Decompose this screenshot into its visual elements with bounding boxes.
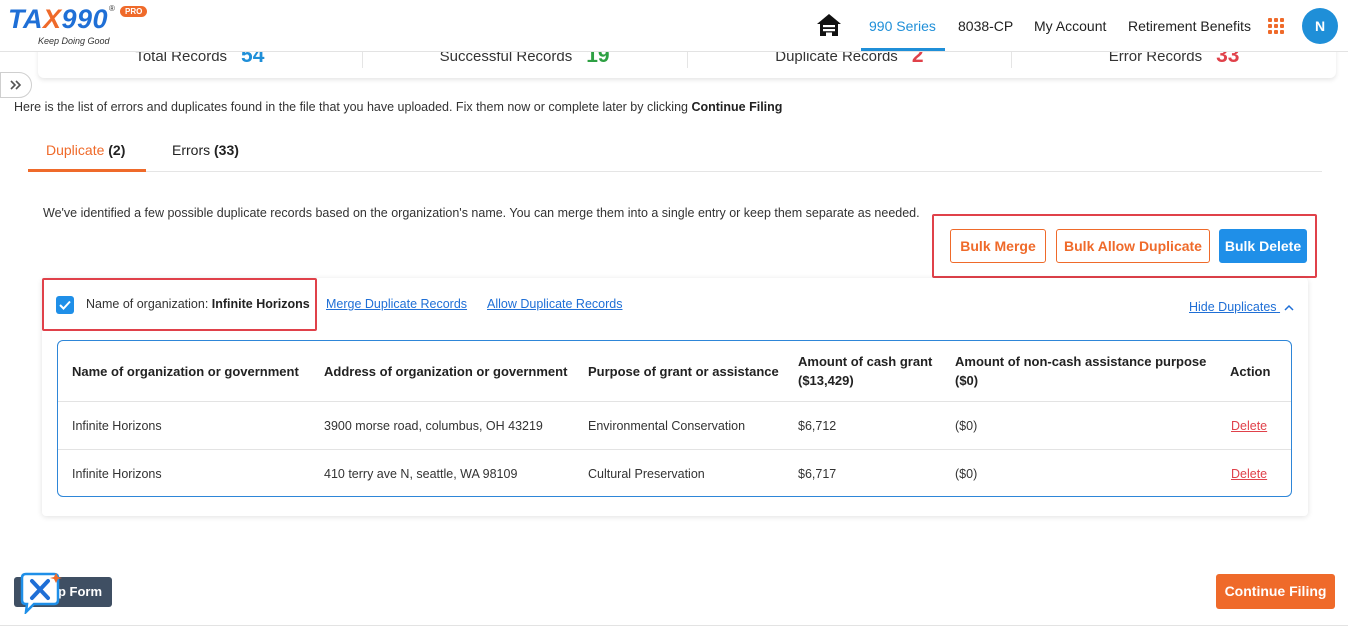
tab-duplicate[interactable]: Duplicate (2) <box>28 130 146 172</box>
table-row: Infinite Horizons 410 terry ave N, seatt… <box>58 450 1291 496</box>
allow-duplicate-records-link[interactable]: Allow Duplicate Records <box>487 297 623 311</box>
user-avatar[interactable]: N <box>1302 8 1338 44</box>
col-header-noncash: Amount of non-cash assistance purpose ($0… <box>955 354 1207 388</box>
col-header-purpose: Purpose of grant or assistance <box>588 363 779 379</box>
col-header-name: Name of organization or government <box>72 363 299 379</box>
logo-tagline: Keep Doing Good <box>38 36 110 46</box>
bulk-actions-highlight <box>932 214 1317 278</box>
nav-active-indicator <box>861 48 945 51</box>
col-header-cash-grant: Amount of cash grant ($13,429) <box>798 354 933 388</box>
intro-text: Here is the list of errors and duplicate… <box>14 100 783 114</box>
chat-assistant-icon[interactable] <box>18 572 64 614</box>
nav-my-account[interactable]: My Account <box>1034 18 1107 34</box>
duplicate-records-table: Name of organization or government Addre… <box>57 340 1292 497</box>
delete-row-link[interactable]: Delete <box>1231 418 1268 433</box>
footer-divider <box>0 625 1348 626</box>
pro-badge: PRO <box>120 6 148 17</box>
table-row: Infinite Horizons 3900 morse road, colum… <box>58 402 1291 450</box>
cell-cash: $6,712 <box>798 418 837 433</box>
nav-990-series[interactable]: 990 Series <box>869 18 936 34</box>
bulk-merge-button[interactable]: Bulk Merge <box>950 229 1046 263</box>
cell-cash: $6,717 <box>798 466 837 481</box>
home-icon[interactable] <box>816 12 842 38</box>
cell-purpose: Cultural Preservation <box>588 466 705 481</box>
continue-filing-button[interactable]: Continue Filing <box>1216 574 1335 609</box>
org-selection-highlight <box>42 278 317 331</box>
top-header: TAX990 ® PRO Keep Doing Good 990 Series … <box>0 0 1348 52</box>
checkmark-icon <box>59 300 71 310</box>
apps-grid-icon[interactable] <box>1268 18 1284 34</box>
sidebar-expand-button[interactable] <box>0 72 32 98</box>
group-org-name: Name of organization: Infinite Horizons <box>86 297 310 311</box>
chevron-up-icon <box>1284 304 1294 311</box>
col-header-address: Address of organization or government <box>324 363 568 379</box>
nav-retirement-benefits[interactable]: Retirement Benefits <box>1128 18 1251 34</box>
cell-purpose: Environmental Conservation <box>588 418 746 433</box>
bulk-delete-button[interactable]: Bulk Delete <box>1219 229 1307 263</box>
table-header-row: Name of organization or government Addre… <box>58 341 1291 402</box>
hide-duplicates-link[interactable]: Hide Duplicates <box>1189 300 1294 314</box>
col-header-action: Action <box>1230 363 1271 379</box>
cell-name: Infinite Horizons <box>72 466 162 481</box>
group-select-checkbox[interactable] <box>56 296 74 314</box>
tax990-logo[interactable]: TAX990 ® PRO Keep Doing Good <box>8 4 168 48</box>
cell-address: 3900 morse road, columbus, OH 43219 <box>324 418 543 433</box>
cell-noncash: ($0) <box>955 466 978 481</box>
cell-name: Infinite Horizons <box>72 418 162 433</box>
tab-errors[interactable]: Errors (33) <box>172 142 239 158</box>
duplicates-description: We've identified a few possible duplicat… <box>43 206 920 220</box>
cell-noncash: ($0) <box>955 418 978 433</box>
cell-address: 410 terry ave N, seattle, WA 98109 <box>324 466 518 481</box>
issue-tabs: Duplicate (2) Errors (33) <box>28 130 1322 172</box>
merge-duplicate-records-link[interactable]: Merge Duplicate Records <box>326 297 468 311</box>
double-chevron-right-icon <box>10 80 22 90</box>
duplicate-group-card <box>42 278 1308 516</box>
delete-row-link[interactable]: Delete <box>1231 466 1268 481</box>
bulk-allow-duplicate-button[interactable]: Bulk Allow Duplicate <box>1056 229 1210 263</box>
nav-8038-cp[interactable]: 8038-CP <box>958 18 1014 34</box>
